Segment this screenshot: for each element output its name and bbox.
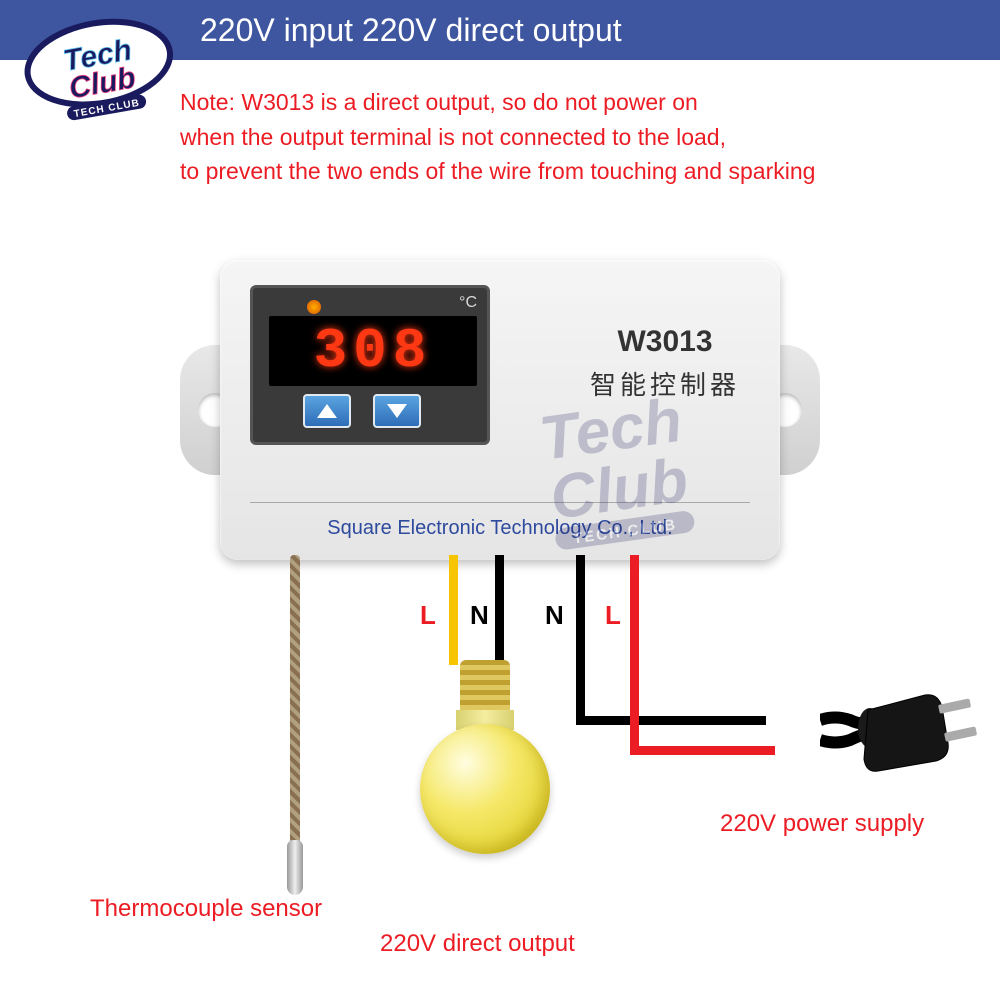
status-led-icon: [307, 300, 321, 314]
note-line1: Note: W3013 is a direct output, so do no…: [180, 85, 815, 120]
warning-note: Note: W3013 is a direct output, so do no…: [180, 85, 815, 189]
techclub-logo: Tech Club TECH CLUB: [15, 5, 185, 135]
power-wire-neutral-h: [576, 716, 766, 725]
power-wire-live-v: [630, 555, 639, 755]
label-in-N: N: [545, 600, 564, 631]
output-wire-live: [449, 555, 458, 665]
temperature-value: 308: [314, 319, 433, 383]
header-title: 220V input 220V direct output: [200, 12, 622, 49]
output-wire-neutral: [495, 555, 504, 665]
down-button[interactable]: [373, 394, 421, 428]
up-arrow-icon: [317, 404, 337, 418]
note-line2: when the output terminal is not connecte…: [180, 120, 815, 155]
note-line3: to prevent the two ends of the wire from…: [180, 154, 815, 189]
watermark-logo: Tech Club TECH CLUB: [430, 360, 800, 560]
thermocouple-tip-icon: [287, 840, 303, 895]
label-out-N: N: [470, 600, 489, 631]
caption-sensor: Thermocouple sensor: [90, 895, 322, 923]
up-button[interactable]: [303, 394, 351, 428]
power-wire-neutral-v: [576, 555, 585, 725]
thermocouple-wire: [290, 555, 300, 845]
power-wire-live-h: [630, 746, 775, 755]
light-bulb-icon: [420, 660, 550, 860]
label-in-L: L: [605, 600, 621, 631]
down-arrow-icon: [387, 404, 407, 418]
caption-output: 220V direct output: [380, 930, 575, 958]
label-out-L: L: [420, 600, 436, 631]
caption-power: 220V power supply: [720, 810, 924, 838]
unit-label: °C: [459, 294, 477, 312]
power-plug-icon: [820, 685, 980, 795]
model-id: W3013: [590, 325, 740, 359]
